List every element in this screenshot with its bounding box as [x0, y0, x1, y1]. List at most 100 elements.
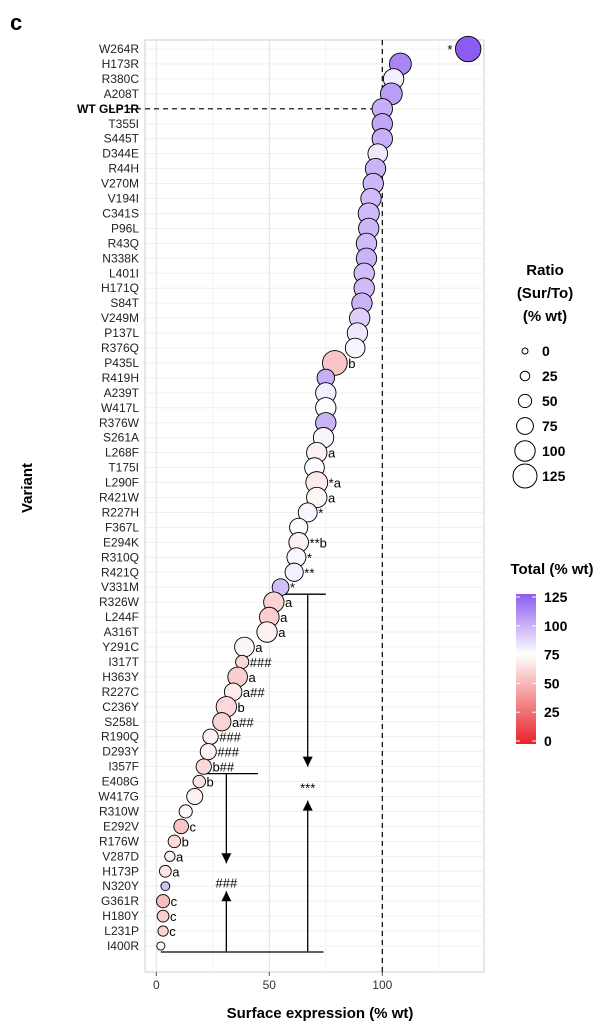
variant-label: R376Q: [101, 341, 139, 355]
variant-label: D344E: [102, 147, 139, 161]
point-annotation: a: [280, 610, 288, 625]
color-legend-title: Total (% wt): [510, 561, 593, 578]
point-annotation: *: [447, 42, 452, 57]
point-annotation: c: [171, 894, 178, 909]
point-g361r: [156, 894, 171, 909]
point-d293y: [199, 743, 217, 761]
point-annotation: a: [285, 595, 293, 610]
size-legend-label: 0: [542, 343, 550, 359]
variant-label: H171Q: [101, 281, 139, 295]
point-e408g: [192, 774, 206, 789]
reference-lines: [109, 40, 383, 972]
variant-label: W417G: [98, 790, 139, 804]
point-r310w: [178, 804, 193, 819]
arrow-upper-up-head: [302, 800, 313, 811]
variant-label: L290F: [105, 476, 139, 490]
variant-label: A239T: [104, 386, 140, 400]
point-h173p: [159, 864, 172, 878]
size-legend-circle: [521, 347, 529, 355]
panel-label: c: [10, 10, 22, 35]
variant-label: R421W: [99, 491, 140, 505]
variant-label: R44H: [108, 162, 139, 176]
point-y291c: [234, 636, 255, 658]
variant-label: S261A: [103, 431, 139, 445]
variant-label: A208T: [104, 87, 140, 101]
variant-label: T355I: [108, 117, 139, 131]
variant-label: V194I: [108, 192, 139, 206]
point-annotation: a##: [243, 685, 265, 700]
point-annotations: ***###*ba*aa***b****aaaa###aa##ba#######…: [169, 42, 452, 939]
variant-label: I357F: [108, 760, 139, 774]
point-annotation: a: [172, 864, 180, 879]
x-axis-ticks: 0 50 100: [153, 972, 393, 992]
variant-label: V270M: [101, 177, 139, 191]
significance-brackets: [160, 593, 326, 953]
size-legend-label: 50: [542, 393, 558, 409]
variant-label: F367L: [105, 520, 139, 534]
color-legend-label: 50: [544, 675, 560, 691]
arrow-upper-down-head: [302, 756, 313, 767]
variant-label: R176W: [99, 834, 140, 848]
point-annotation: *: [307, 550, 312, 565]
variant-label: T175I: [108, 461, 139, 475]
variant-label: N320Y: [102, 879, 139, 893]
variant-label: D293Y: [102, 745, 139, 759]
point-annotation: ###: [250, 655, 272, 670]
variant-label: E294K: [103, 535, 139, 549]
size-legend-label: 100: [542, 443, 566, 459]
variant-label: Y291C: [102, 640, 139, 654]
size-legend-title: (% wt): [523, 308, 567, 325]
point-annotation: ###: [219, 730, 241, 745]
size-legend-circle: [519, 370, 531, 382]
point-annotation: c: [170, 909, 177, 924]
variant-label: R227C: [102, 685, 140, 699]
size-legend-circle: [514, 440, 536, 462]
variant-label: R421Q: [101, 565, 139, 579]
point-r190q: [202, 728, 219, 745]
point-r376q: [344, 337, 366, 359]
variant-label: S445T: [104, 132, 140, 146]
size-legend-label: 125: [542, 468, 566, 484]
variant-label: S258L: [104, 715, 139, 729]
variant-label: G361R: [101, 894, 139, 908]
x-tick-label: 100: [372, 978, 392, 992]
variant-label: W264R: [99, 42, 139, 56]
point-annotation: a: [328, 491, 336, 506]
variant-label: E408G: [102, 775, 139, 789]
point-annotation: b##: [212, 760, 234, 775]
size-legend-label: 75: [542, 418, 558, 434]
size-legend: Ratio (Sur/To) (% wt) 0 25 50 75 100 125: [512, 262, 573, 489]
variant-label: R376W: [99, 416, 140, 430]
point-annotation: **b: [310, 535, 327, 550]
point-annotation: b: [182, 834, 189, 849]
variant-label: P435L: [104, 356, 139, 370]
color-legend-label: 125: [544, 589, 568, 605]
variant-label: P137L: [104, 326, 139, 340]
point-w264r: [455, 35, 482, 63]
variant-label: H173R: [102, 57, 140, 71]
point-annotation: b: [238, 700, 245, 715]
point-annotation: a: [255, 640, 263, 655]
size-legend-title: (Sur/To): [517, 285, 573, 302]
point-annotation: b: [348, 356, 355, 371]
variant-label: H363Y: [102, 670, 139, 684]
arrow-lower-up-head: [221, 891, 232, 902]
color-bar: [516, 594, 536, 744]
variant-label: H180Y: [102, 909, 139, 923]
variant-label: S84T: [110, 296, 139, 310]
point-annotation: a: [249, 670, 257, 685]
lower-significance-label: ###: [216, 875, 238, 890]
variant-label: H173P: [102, 864, 139, 878]
point-annotation: a##: [232, 715, 254, 730]
variant-label: C236Y: [102, 700, 139, 714]
variant-label: A316T: [104, 625, 140, 639]
variant-label: L268F: [105, 446, 139, 460]
variant-label: R380C: [102, 72, 140, 86]
point-s258l: [212, 712, 232, 732]
variant-label: R310Q: [101, 550, 139, 564]
point-i357f: [195, 758, 212, 775]
point-r227h: [297, 502, 318, 523]
x-axis-title: Surface expression (% wt): [227, 1005, 414, 1022]
variant-label: L231P: [104, 924, 139, 938]
point-i317t: [235, 654, 250, 670]
